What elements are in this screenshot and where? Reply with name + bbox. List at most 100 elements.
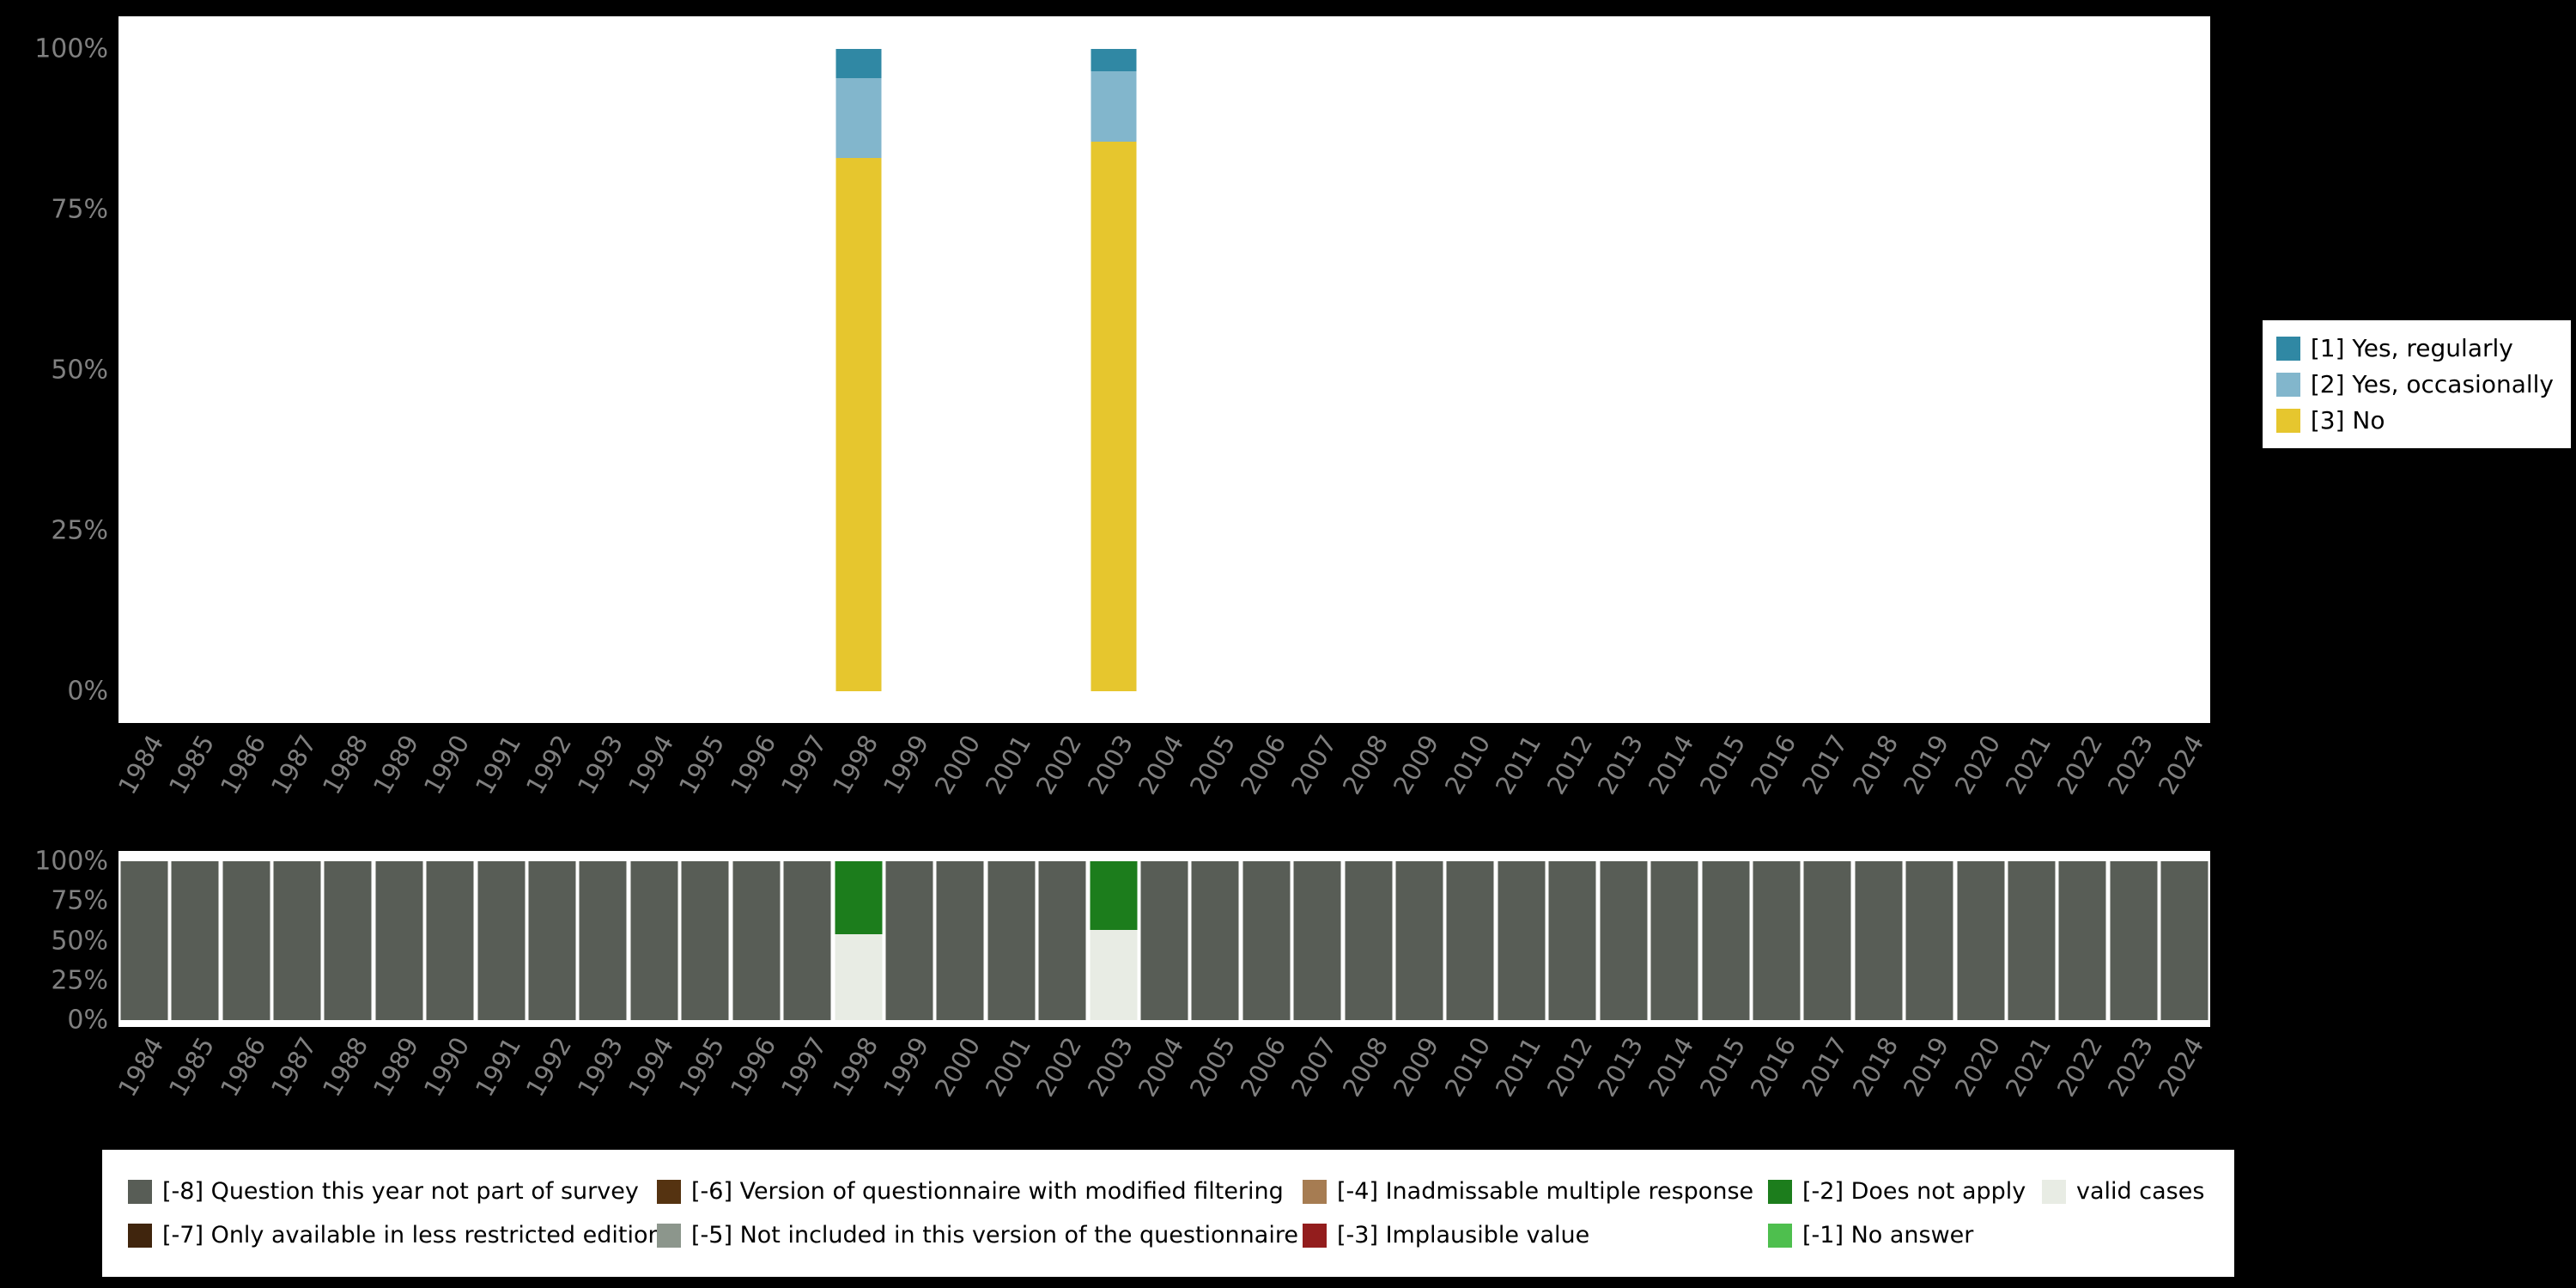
main-xtick-label: 1995 xyxy=(673,730,731,799)
main-xtick-label: 1997 xyxy=(775,730,833,799)
missing-bar-segment xyxy=(324,861,372,1020)
legend-main-label: [3] No xyxy=(2310,406,2385,434)
main-ytick-label: 0% xyxy=(67,676,108,707)
main-xtick-label: 1994 xyxy=(622,730,680,799)
main-xtick-label: 2000 xyxy=(928,730,986,799)
main-xtick-label: 1985 xyxy=(163,730,221,799)
missing-xtick-label: 2006 xyxy=(1234,1032,1292,1102)
missing-bar-segment xyxy=(579,861,627,1020)
legend-missing: [-8] Question this year not part of surv… xyxy=(102,1150,2234,1277)
missing-chart-bars xyxy=(118,861,2210,1020)
main-bar-segment xyxy=(1091,49,1137,72)
missing-bar-segment xyxy=(1140,861,1188,1020)
missing-ytick-label: 25% xyxy=(51,965,108,996)
missing-bar-segment xyxy=(1753,861,1801,1020)
legend-main-item: [3] No xyxy=(2275,406,2554,434)
missing-chart-y-axis: 100% 75% 50% 25% 0% xyxy=(0,847,108,1036)
legend-missing-label: [-1] No answer xyxy=(1802,1222,1974,1249)
legend-missing-item: [-8] Question this year not part of surv… xyxy=(128,1178,657,1205)
main-xtick-label: 2005 xyxy=(1183,730,1241,799)
main-xtick-label: 1988 xyxy=(316,730,374,799)
missing-xtick-label: 1997 xyxy=(775,1032,833,1102)
main-bar-segment xyxy=(1091,71,1137,143)
missing-bar-segment xyxy=(528,861,576,1020)
legend-missing-item: valid cases xyxy=(2042,1178,2234,1205)
legend-missing-label: [-3] Implausible value xyxy=(1337,1222,1590,1249)
missing-xtick-label: 2004 xyxy=(1133,1032,1190,1102)
legend-missing-swatch-icon xyxy=(128,1179,152,1204)
missing-bar-segment xyxy=(936,861,984,1020)
legend-missing-item: [-2] Does not apply xyxy=(1768,1178,2042,1205)
missing-xtick-label: 2012 xyxy=(1540,1032,1598,1102)
missing-xtick-label: 1988 xyxy=(316,1032,374,1102)
legend-missing-swatch-icon xyxy=(1303,1179,1327,1204)
legend-missing-item: [-3] Implausible value xyxy=(1303,1222,1768,1249)
missing-xtick-label: 2007 xyxy=(1285,1032,1343,1102)
legend-main-item: [1] Yes, regularly xyxy=(2275,334,2554,362)
missing-xtick-label: 2021 xyxy=(2000,1032,2057,1102)
main-bar-segment xyxy=(835,49,881,78)
main-xtick-label: 2014 xyxy=(1643,730,1700,799)
missing-xtick-label: 1996 xyxy=(724,1032,782,1102)
main-xtick-label: 2012 xyxy=(1540,730,1598,799)
missing-bar-segment xyxy=(1090,929,1138,1020)
missing-xtick-label: 2009 xyxy=(1388,1032,1445,1102)
main-chart-plot-area xyxy=(118,16,2210,723)
main-xtick-label: 2001 xyxy=(979,730,1037,799)
missing-bar-segment xyxy=(1957,861,2005,1020)
main-xtick-label: 2010 xyxy=(1438,730,1496,799)
legend-missing-swatch-icon xyxy=(1768,1179,1792,1204)
legend-missing-item: [-5] Not included in this version of the… xyxy=(657,1222,1303,1249)
main-xtick-label: 1993 xyxy=(571,730,629,799)
missing-bar-segment xyxy=(783,861,831,1020)
legend-missing-label: [-8] Question this year not part of surv… xyxy=(162,1178,639,1205)
main-xtick-label: 2011 xyxy=(1489,730,1547,799)
legend-missing-item: [-1] No answer xyxy=(1768,1222,2042,1249)
legend-main-swatch-icon xyxy=(2275,408,2300,433)
missing-bar-segment xyxy=(1038,861,1086,1020)
missing-bar-segment xyxy=(1702,861,1750,1020)
missing-bar-segment xyxy=(1803,861,1851,1020)
missing-bar-segment xyxy=(1498,861,1546,1020)
legend-missing-label: [-2] Does not apply xyxy=(1802,1178,2026,1205)
main-xtick-label: 2015 xyxy=(1693,730,1751,799)
main-xtick-label: 1998 xyxy=(826,730,884,799)
missing-bar-segment xyxy=(2160,861,2208,1020)
missing-xtick-label: 2003 xyxy=(1081,1032,1139,1102)
main-xtick-label: 2013 xyxy=(1591,730,1649,799)
legend-missing-swatch-icon xyxy=(657,1223,681,1248)
missing-xtick-label: 2005 xyxy=(1183,1032,1241,1102)
missing-bar-segment xyxy=(1242,861,1291,1020)
legend-missing-swatch-icon xyxy=(657,1179,681,1204)
missing-ytick-label: 100% xyxy=(34,846,108,877)
legend-main: [1] Yes, regularly [2] Yes, occasionally [… xyxy=(2262,320,2571,448)
legend-main-swatch-icon xyxy=(2275,372,2300,397)
missing-xtick-label: 2019 xyxy=(1898,1032,1955,1102)
main-ytick-label: 50% xyxy=(51,355,108,386)
main-xtick-label: 2022 xyxy=(2050,730,2108,799)
missing-bar-segment xyxy=(171,861,219,1020)
main-xtick-label: 2018 xyxy=(1846,730,1905,799)
missing-bar-segment xyxy=(1650,861,1698,1020)
missing-xtick-label: 2010 xyxy=(1438,1032,1496,1102)
main-xtick-label: 2004 xyxy=(1133,730,1190,799)
missing-bar-segment xyxy=(426,861,474,1020)
main-xtick-label: 2008 xyxy=(1336,730,1394,799)
missing-bar-segment xyxy=(1905,861,1953,1020)
legend-main-label: [1] Yes, regularly xyxy=(2310,334,2513,362)
missing-xtick-label: 1991 xyxy=(469,1032,527,1102)
missing-xtick-label: 1993 xyxy=(571,1032,629,1102)
missing-bar-segment xyxy=(1293,861,1341,1020)
main-xtick-label: 2002 xyxy=(1030,730,1088,799)
missing-xtick-label: 2017 xyxy=(1795,1032,1853,1102)
missing-xtick-label: 1989 xyxy=(367,1032,425,1102)
legend-missing-swatch-icon xyxy=(1303,1223,1327,1248)
missing-xtick-label: 2018 xyxy=(1846,1032,1905,1102)
missing-xtick-label: 2008 xyxy=(1336,1032,1394,1102)
missing-xtick-label: 1999 xyxy=(878,1032,935,1102)
missing-xtick-label: 1985 xyxy=(163,1032,221,1102)
legend-main-swatch-icon xyxy=(2275,336,2300,361)
main-chart-y-axis: 100% 75% 50% 25% 0% xyxy=(0,34,108,707)
main-xtick-label: 2021 xyxy=(2000,730,2057,799)
main-ytick-label: 100% xyxy=(34,33,108,64)
